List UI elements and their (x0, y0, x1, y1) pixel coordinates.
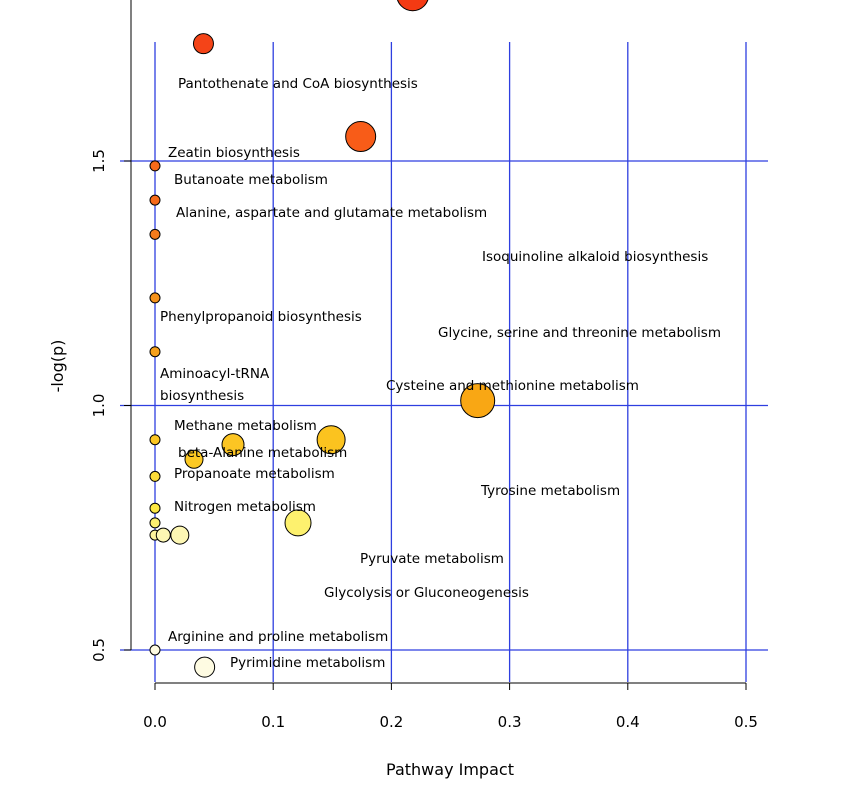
point-label-7: Cysteine and methionine metabolism (386, 378, 639, 394)
data-point-5 (397, 0, 429, 12)
point-labels: Pantothenate and CoA biosynthesis Zeatin … (160, 76, 721, 671)
y-tick-label-0: 0.5 (90, 638, 108, 662)
x-tick-label-2: 0.2 (379, 713, 403, 731)
y-axis-title: -log(p) (48, 340, 67, 393)
point-label-12: Nitrogen metabolism (174, 499, 316, 515)
point-label-9: Methane metabolism (174, 418, 317, 434)
data-point-12 (149, 346, 161, 358)
y-tick-label-1: 1.0 (90, 394, 108, 418)
data-point-19 (149, 502, 161, 514)
data-points (149, 0, 496, 678)
point-label-11: Propanoate metabolism (174, 466, 335, 482)
data-point-8 (149, 160, 161, 172)
grid-lines (120, 42, 768, 682)
point-label-25: Arginine and proline metabolism (168, 629, 388, 645)
data-point-25 (149, 644, 161, 656)
point-label-17: Pyruvate metabolism (360, 551, 504, 567)
point-label-26: Pyrimidine metabolism (230, 655, 385, 671)
data-point-23 (170, 525, 190, 545)
data-point-14 (149, 434, 161, 446)
data-point-26 (194, 656, 216, 678)
data-point-24 (284, 509, 312, 537)
point-label-2: Butanoate metabolism (174, 172, 328, 188)
data-point-7 (345, 121, 377, 153)
axes: 0.00.10.20.30.40.50.51.01.52.02.5 (90, 0, 758, 731)
point-label-10: beta-Alanine metabolism (178, 445, 347, 461)
point-label-5: Glycine, serine and threonine metabolism (438, 325, 721, 341)
point-label-4: Isoquinoline alkaloid biosynthesis (482, 249, 708, 265)
point-label-8: Aminoacyl-tRNA biosynthesis (160, 366, 270, 404)
data-point-9 (149, 194, 161, 206)
x-tick-label-1: 0.1 (261, 713, 285, 731)
data-point-16 (221, 433, 245, 457)
data-point-18 (149, 470, 161, 482)
x-axis-title: Pathway Impact (386, 760, 514, 779)
data-point-10 (149, 228, 161, 240)
data-point-17 (316, 425, 346, 455)
x-tick-label-0: 0.0 (143, 713, 167, 731)
data-point-22 (155, 527, 171, 543)
data-point-11 (149, 292, 161, 304)
data-point-13 (460, 383, 496, 419)
x-tick-label-3: 0.3 (498, 713, 522, 731)
point-label-13: Tyrosine metabolism (480, 483, 620, 499)
point-label-6: Phenylpropanoid biosynthesis (160, 309, 362, 325)
data-point-20 (149, 517, 161, 529)
x-tick-label-5: 0.5 (734, 713, 758, 731)
data-point-15 (184, 449, 204, 469)
point-label-24: Glycolysis or Gluconeogenesis (324, 585, 529, 601)
data-point-6 (192, 33, 214, 55)
x-tick-label-4: 0.4 (616, 713, 640, 731)
point-label-0: Pantothenate and CoA biosynthesis (178, 76, 418, 92)
point-label-3: Alanine, aspartate and glutamate metabol… (176, 205, 487, 221)
point-label-1: Zeatin biosynthesis (168, 145, 300, 161)
y-tick-label-2: 1.5 (90, 149, 108, 173)
